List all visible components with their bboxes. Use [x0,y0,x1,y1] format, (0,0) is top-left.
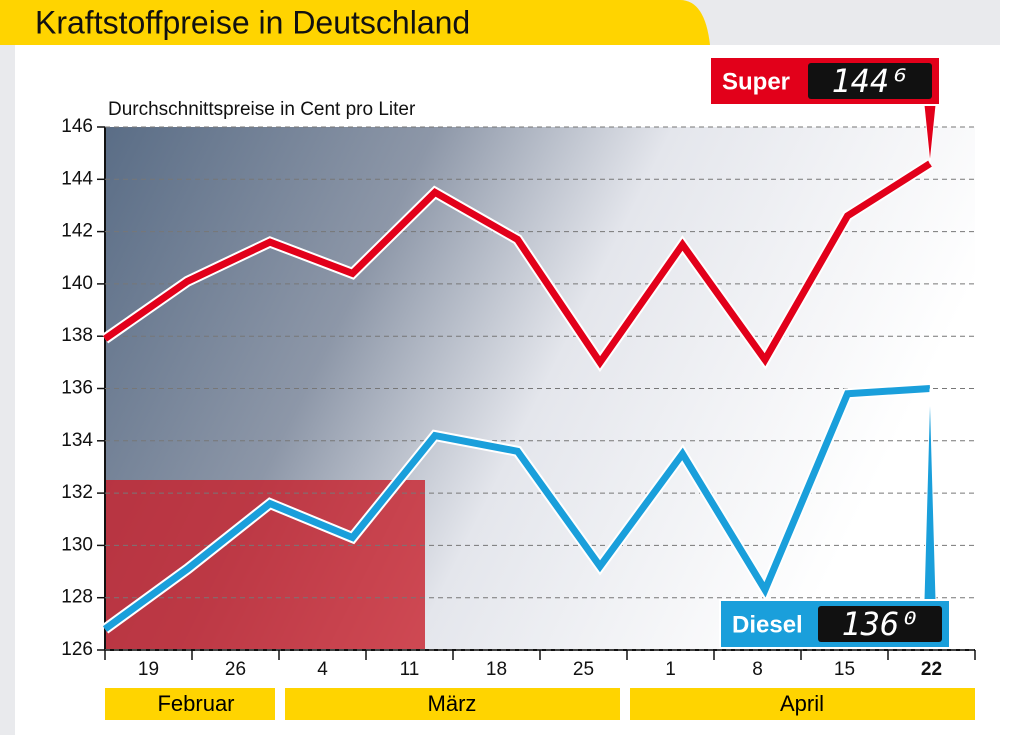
title-bar [0,0,710,45]
y-tick-label: 146 [61,116,93,137]
y-tick-label: 134 [61,430,93,451]
value-label: 144⁶ [831,62,908,100]
y-tick-label: 128 [61,587,93,608]
chart-title: Kraftstoffpreise in Deutschland [35,4,470,40]
display-box [808,63,932,99]
display-box [818,606,942,642]
month-label: April [780,691,824,716]
y-tick-label: 138 [61,325,93,346]
x-tick-label: 25 [573,659,594,680]
y-tick-label: 132 [61,482,93,503]
x-tick-label: 1 [665,659,676,680]
y-tick-label: 144 [61,168,93,189]
month-band [630,688,975,720]
y-tick-label: 142 [61,221,93,242]
legend-label: Diesel [732,611,803,638]
month-label: Februar [157,691,234,716]
x-tick-label: 26 [225,659,246,680]
y-tick-label: 140 [61,273,93,294]
y-tick-label: 136 [61,378,93,399]
series-line [102,385,931,632]
y-tick-label: 126 [61,639,93,660]
month-band [105,688,275,720]
month-band [285,688,620,720]
month-label: März [428,691,477,716]
y-tick-label: 130 [61,534,93,555]
x-tick-label: 18 [486,659,507,680]
series-line [102,160,932,369]
x-tick-label: 8 [752,659,763,680]
legend-label: Super [722,68,790,95]
x-tick-label: 15 [834,659,855,680]
x-tick-label: 22 [921,659,942,680]
x-tick-label: 11 [400,659,420,680]
value-label: 136⁰ [841,605,918,643]
x-tick-label: 19 [138,659,159,680]
x-tick-label: 4 [317,659,328,680]
subtitle: Durchschnittspreise in Cent pro Liter [108,99,416,120]
